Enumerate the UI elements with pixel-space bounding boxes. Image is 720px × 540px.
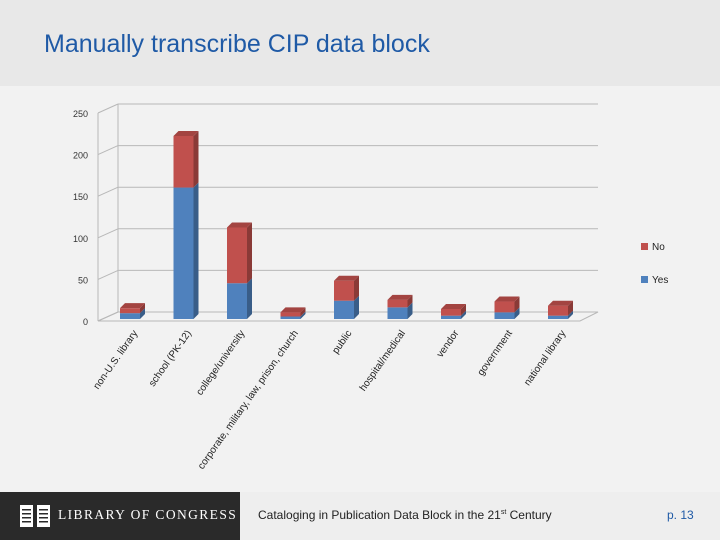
bar-side-yes bbox=[514, 307, 520, 319]
bar-side-no bbox=[193, 130, 199, 188]
bar-segment-no bbox=[441, 309, 461, 316]
legend-swatch-no bbox=[641, 243, 648, 250]
bar-side-yes bbox=[354, 295, 359, 319]
bar-side-no bbox=[407, 294, 413, 308]
bar-side-no bbox=[354, 275, 359, 301]
bar-side-no bbox=[247, 222, 252, 284]
bar-segment-yes bbox=[227, 283, 247, 319]
bar-segment-no bbox=[334, 280, 354, 301]
gridline-side bbox=[97, 228, 119, 239]
bar-segment-yes bbox=[173, 187, 194, 319]
bar-segment-yes bbox=[494, 312, 515, 319]
x-tick-label: vendor bbox=[435, 328, 462, 360]
legend-label-no: No bbox=[652, 242, 665, 253]
bar-top bbox=[441, 304, 466, 310]
footer-caption-main: Cataloging in Publication Data Block in … bbox=[258, 508, 501, 522]
gridline-side bbox=[97, 145, 119, 156]
footer-caption-sup: st bbox=[500, 509, 507, 516]
bar-side-yes bbox=[461, 310, 466, 319]
bar-segment-no bbox=[173, 135, 194, 188]
bar-top bbox=[120, 303, 145, 309]
slide-footer: LIBRARY OF CONGRESS Cataloging in Public… bbox=[0, 492, 720, 540]
bar-side-no bbox=[140, 303, 145, 314]
bar-side-no bbox=[461, 304, 466, 316]
bar-segment-no bbox=[227, 227, 247, 284]
logo-text: LIBRARY OF CONGRESS bbox=[58, 507, 238, 522]
stacked-bar-chart: 0 50 100 150 200 250 non-U.S. library school (P… bbox=[73, 103, 668, 472]
footer-caption-tail: Century bbox=[506, 508, 552, 522]
bar-segment-yes bbox=[387, 307, 408, 319]
y-tick-label: 100 bbox=[73, 234, 88, 244]
bar-segment-yes bbox=[280, 316, 301, 319]
bar-side-yes bbox=[247, 278, 252, 319]
legend-label-yes: Yes bbox=[652, 275, 668, 286]
gridline-side bbox=[97, 103, 119, 114]
bar-top bbox=[280, 307, 306, 313]
x-tick-label: corporate, military, law, prison, church bbox=[196, 328, 301, 471]
y-tick-label: 200 bbox=[73, 151, 88, 161]
bar-segment-no bbox=[494, 301, 515, 313]
bar-side-no bbox=[568, 300, 573, 316]
bar-segment-yes bbox=[548, 315, 568, 319]
y-tick-label: 250 bbox=[73, 109, 88, 119]
slide-title: Manually transcribe CIP data block bbox=[44, 30, 430, 58]
bar-side-yes bbox=[407, 302, 413, 319]
gridline-side bbox=[97, 269, 119, 280]
bar-side-yes bbox=[193, 182, 199, 319]
bar-side-yes bbox=[140, 308, 145, 319]
legend-swatch-yes bbox=[641, 276, 648, 283]
chart-floor bbox=[97, 311, 599, 322]
library-of-congress-logo: LIBRARY OF CONGRESS bbox=[0, 492, 240, 540]
bar-side-no bbox=[300, 307, 306, 317]
bar-segment-no bbox=[280, 312, 301, 317]
bar-top bbox=[334, 275, 359, 281]
bar-top bbox=[548, 300, 573, 306]
page-number: p. 13 bbox=[667, 508, 694, 522]
bar-top bbox=[494, 296, 520, 302]
y-tick-label: 150 bbox=[73, 192, 88, 202]
bar-side-yes bbox=[568, 310, 573, 319]
bar-top bbox=[173, 130, 199, 136]
slide-header: Manually transcribe CIP data block bbox=[0, 0, 720, 86]
x-tick-label: hospital/medical bbox=[358, 328, 408, 393]
y-tick-label: 0 bbox=[83, 317, 88, 327]
x-tick-label: government bbox=[476, 328, 515, 378]
bar-segment-yes bbox=[441, 315, 461, 319]
bar-top bbox=[227, 222, 252, 228]
x-tick-label: national library bbox=[522, 328, 568, 388]
x-tick-label: school (PK-12) bbox=[147, 328, 194, 388]
x-tick-label: college/university bbox=[194, 328, 247, 397]
x-tick-label: public bbox=[330, 328, 354, 356]
bar-segment-no bbox=[548, 305, 568, 316]
bar-segment-yes bbox=[334, 300, 354, 319]
x-tick-label: non-U.S. library bbox=[92, 328, 141, 391]
footer-caption: Cataloging in Publication Data Block in … bbox=[258, 508, 552, 522]
bar-segment-yes bbox=[120, 313, 140, 319]
bar-segment-no bbox=[387, 299, 408, 308]
slide-content bbox=[0, 86, 720, 492]
gridline-side bbox=[97, 186, 119, 197]
bar-side-yes bbox=[300, 311, 306, 319]
open-book-icon bbox=[20, 505, 50, 527]
bar-top bbox=[387, 294, 413, 300]
bar-side-no bbox=[514, 296, 520, 313]
bar-segment-no bbox=[120, 308, 140, 314]
y-tick-label: 50 bbox=[78, 275, 88, 285]
